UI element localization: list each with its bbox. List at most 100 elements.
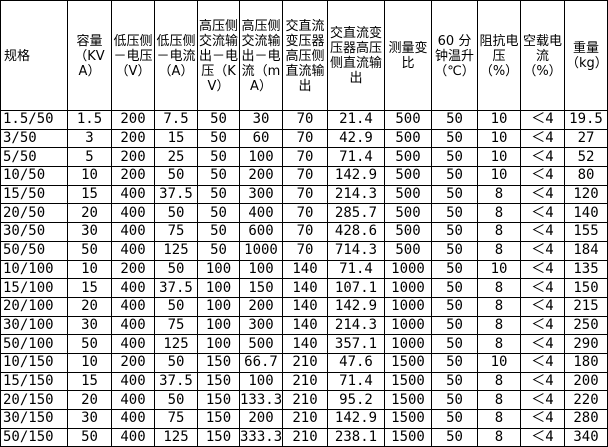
cell-value: ＜4: [520, 390, 565, 410]
cell-value: 200: [239, 409, 283, 429]
cell-model: 50/100: [0, 334, 68, 354]
column-header-12: 空载电流（%）: [520, 0, 565, 111]
cell-value: 135: [564, 259, 608, 280]
cell-value: 340: [564, 427, 608, 447]
cell-value: 47.6: [327, 352, 385, 373]
cell-value: 50: [154, 390, 198, 410]
cell-value: 150: [197, 390, 240, 410]
cell-value: 75: [154, 315, 198, 336]
cell-value: 238.1: [327, 427, 385, 447]
cell-value: 100: [197, 278, 240, 298]
cell-value: 210: [282, 390, 328, 410]
cell-value: ＜4: [520, 147, 565, 168]
cell-value: 357.1: [327, 334, 385, 354]
cell-value: 15: [67, 278, 112, 298]
cell-value: 300: [239, 315, 283, 336]
cell-value: 15: [154, 128, 198, 149]
cell-value: 142.9: [327, 296, 385, 317]
cell-value: ＜4: [520, 110, 565, 130]
cell-model: 30/150: [0, 409, 68, 429]
cell-value: 71.4: [327, 371, 385, 392]
table-row: 3/50 3 200 15 50 60 70 42.9 500 50 10 ＜4 27: [0, 128, 608, 149]
cell-value: 20: [67, 390, 112, 410]
column-header-label: 交直流变压器高压侧直流输出: [329, 26, 382, 86]
cell-value: 50: [197, 222, 240, 242]
cell-value: ＜4: [520, 278, 565, 298]
cell-value: 500: [384, 128, 432, 149]
table-row: 10/100 10 200 50 100 100 140 71.4 1000 50 10 ＜4 135: [0, 259, 608, 280]
cell-value: 8: [477, 278, 521, 298]
cell-value: 20: [67, 296, 112, 317]
cell-value: ＜4: [520, 259, 565, 280]
cell-value: 66.7: [239, 352, 283, 373]
column-header-10: 60 分钟温升（℃）: [431, 0, 478, 111]
cell-value: 200: [111, 259, 155, 280]
cell-value: 100: [239, 147, 283, 168]
cell-value: 150: [239, 278, 283, 298]
column-header-label: 空载电流（%）: [522, 33, 562, 79]
cell-value: 100: [197, 296, 240, 317]
cell-value: 8: [477, 222, 521, 242]
cell-model: 15/150: [0, 371, 68, 392]
cell-value: 500: [384, 203, 432, 224]
cell-value: 180: [564, 352, 608, 373]
column-header-label: 高压侧交流输出－电压（KV）: [199, 18, 238, 94]
cell-value: 50: [431, 222, 478, 242]
cell-value: 50: [67, 427, 112, 447]
cell-value: 400: [111, 222, 155, 242]
cell-value: 150: [197, 352, 240, 373]
cell-value: 8: [477, 184, 521, 205]
cell-value: 50: [154, 203, 198, 224]
cell-value: ＜4: [520, 240, 565, 261]
cell-value: 400: [111, 390, 155, 410]
cell-value: 30: [239, 110, 283, 130]
cell-value: 400: [111, 184, 155, 205]
cell-value: 215: [564, 296, 608, 317]
cell-value: ＜4: [520, 315, 565, 336]
cell-value: 125: [154, 240, 198, 261]
cell-value: 210: [282, 427, 328, 447]
cell-value: 50: [154, 296, 198, 317]
table-row: 30/100 30 400 75 100 300 140 214.3 1000 50 8 ＜4 250: [0, 315, 608, 336]
column-header-label: 高压侧交流输出－电流（mA）: [241, 18, 281, 94]
cell-value: 400: [111, 203, 155, 224]
cell-value: 155: [564, 222, 608, 242]
column-header-label: 阻抗电压（%）: [479, 33, 519, 79]
table-row: 30/150 30 400 75 150 200 210 142.9 1500 50 8 ＜4 280: [0, 409, 608, 429]
cell-value: 150: [197, 427, 240, 447]
cell-value: 280: [564, 409, 608, 429]
cell-value: 71.4: [327, 259, 385, 280]
cell-value: 10: [477, 110, 521, 130]
cell-value: 50: [154, 259, 198, 280]
cell-value: 184: [564, 240, 608, 261]
cell-value: 400: [111, 315, 155, 336]
cell-value: 70: [282, 240, 328, 261]
cell-value: 150: [197, 409, 240, 429]
cell-value: 1000: [384, 259, 432, 280]
cell-value: 500: [384, 110, 432, 130]
cell-value: 140: [282, 315, 328, 336]
cell-value: 50: [431, 371, 478, 392]
cell-value: ＜4: [520, 222, 565, 242]
cell-value: 50: [431, 390, 478, 410]
cell-model: 20/150: [0, 390, 68, 410]
cell-value: 50: [431, 203, 478, 224]
cell-value: 70: [282, 203, 328, 224]
column-header-3: 低压侧－电压（V）: [111, 0, 155, 111]
cell-value: 142.9: [327, 166, 385, 186]
cell-value: 50: [197, 110, 240, 130]
cell-value: 210: [282, 352, 328, 373]
cell-value: ＜4: [520, 128, 565, 149]
cell-value: 50: [197, 184, 240, 205]
cell-value: 500: [239, 334, 283, 354]
column-header-2: 容量（KVA）: [67, 0, 112, 111]
table-row: 20/100 20 400 50 100 200 140 142.9 1000 50 8 ＜4 215: [0, 296, 608, 317]
cell-value: 30: [67, 409, 112, 429]
cell-value: 400: [111, 240, 155, 261]
cell-value: 8: [477, 296, 521, 317]
cell-value: 250: [564, 315, 608, 336]
cell-value: ＜4: [520, 203, 565, 224]
cell-value: 142.9: [327, 409, 385, 429]
cell-value: 50: [67, 334, 112, 354]
